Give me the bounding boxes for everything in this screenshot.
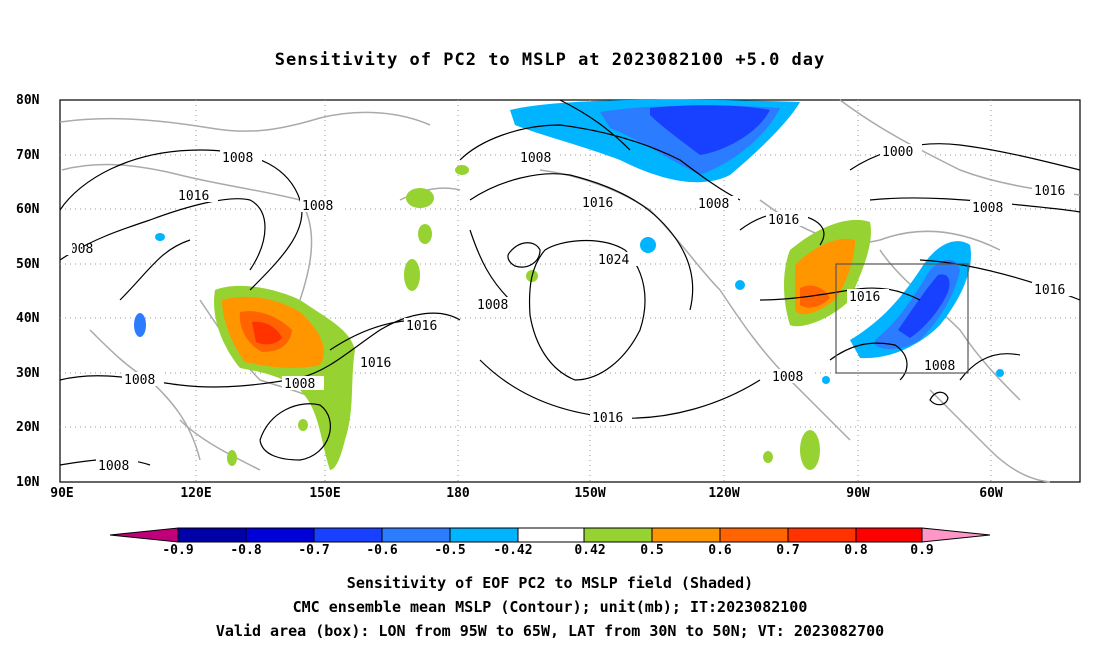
colorbar-swatch — [245, 527, 315, 543]
colorbar-label: -0.42 — [493, 543, 533, 558]
colorbar-label: 0.8 — [844, 543, 868, 558]
colorbar-swatch — [787, 527, 857, 543]
lat-label: 30N — [16, 366, 40, 381]
lon-label: 150E — [309, 486, 341, 501]
caption-line-2: CMC ensemble mean MSLP (Contour); unit(m… — [292, 598, 808, 616]
contour-label: 1008 — [772, 370, 803, 385]
colorbar — [109, 527, 991, 543]
colorbar-swatch — [719, 527, 789, 543]
mslp-contours — [59, 99, 1081, 466]
colorbar-swatch — [651, 527, 721, 543]
lon-label: 60W — [979, 486, 1003, 501]
colorbar-swatch — [921, 527, 991, 543]
colorbar-swatch — [517, 527, 585, 543]
valid-area-box — [835, 263, 969, 374]
caption-line-3: Valid area (box): LON from 95W to 65W, L… — [215, 622, 885, 640]
contour-label: 1008 — [302, 199, 333, 214]
contour-label: 1016 — [1034, 283, 1065, 298]
contour-label: 1008 — [284, 377, 315, 392]
contour-label: 1016 — [1034, 184, 1065, 199]
colorbar-label: -0.6 — [366, 543, 398, 558]
contour-label: 1008 — [222, 151, 253, 166]
colorbar-swatch — [109, 527, 179, 543]
shaded-fields — [134, 99, 1004, 470]
contour-label: 1008 — [698, 197, 729, 212]
contour-label: 1008 — [124, 373, 155, 388]
colorbar-label: 0.6 — [708, 543, 732, 558]
colorbar-swatch — [855, 527, 923, 543]
colorbar-label: -0.5 — [434, 543, 466, 558]
lat-label: 80N — [16, 93, 40, 108]
lon-label: 180 — [446, 486, 470, 501]
contour-label: 1016 — [849, 290, 880, 305]
contour-label: 1008 — [520, 151, 551, 166]
lon-label: 90W — [846, 486, 870, 501]
colorbar-swatch — [177, 527, 247, 543]
contour-label: 1008 — [972, 201, 1003, 216]
contour-label: 1000 — [882, 145, 913, 160]
lon-label: 120E — [180, 486, 212, 501]
colorbar-label: 0.5 — [640, 543, 664, 558]
colorbar-swatch — [583, 527, 653, 543]
contour-labels: 1008 1016 1008 1016 1016 1008 1008 1008 … — [61, 144, 1074, 474]
lon-label: 120W — [708, 486, 740, 501]
contour-label: 1024 — [598, 253, 629, 268]
contour-label: 1016 — [360, 356, 391, 371]
colorbar-label: 0.9 — [910, 543, 934, 558]
contour-label: 1016 — [178, 189, 209, 204]
contour-label: 1016 — [582, 196, 613, 211]
colorbar-label: -0.8 — [230, 543, 262, 558]
caption-line-1: Sensitivity of EOF PC2 to MSLP field (Sh… — [346, 574, 754, 592]
lon-label: 90E — [50, 486, 74, 501]
colorbar-swatch — [381, 527, 451, 543]
lat-label: 60N — [16, 202, 40, 217]
contour-label: 1016 — [768, 213, 799, 228]
contour-label: 1008 — [98, 459, 129, 474]
colorbar-label: -0.9 — [162, 543, 194, 558]
contour-label: 1016 — [592, 411, 623, 426]
contour-label: 1008 — [924, 359, 955, 374]
lat-label: 20N — [16, 420, 40, 435]
colorbar-label: -0.7 — [298, 543, 330, 558]
colorbar-label: 0.42 — [574, 543, 606, 558]
map-title: Sensitivity of PC2 to MSLP at 2023082100… — [274, 50, 826, 70]
colorbar-swatch — [313, 527, 383, 543]
lat-label: 50N — [16, 257, 40, 272]
colorbar-label: 0.7 — [776, 543, 800, 558]
contour-label: 1016 — [406, 319, 437, 334]
lat-label: 70N — [16, 148, 40, 163]
lat-label: 40N — [16, 311, 40, 326]
colorbar-swatch — [449, 527, 519, 543]
lat-label: 10N — [16, 475, 40, 490]
lon-label: 150W — [574, 486, 606, 501]
contour-label: 1008 — [477, 298, 508, 313]
